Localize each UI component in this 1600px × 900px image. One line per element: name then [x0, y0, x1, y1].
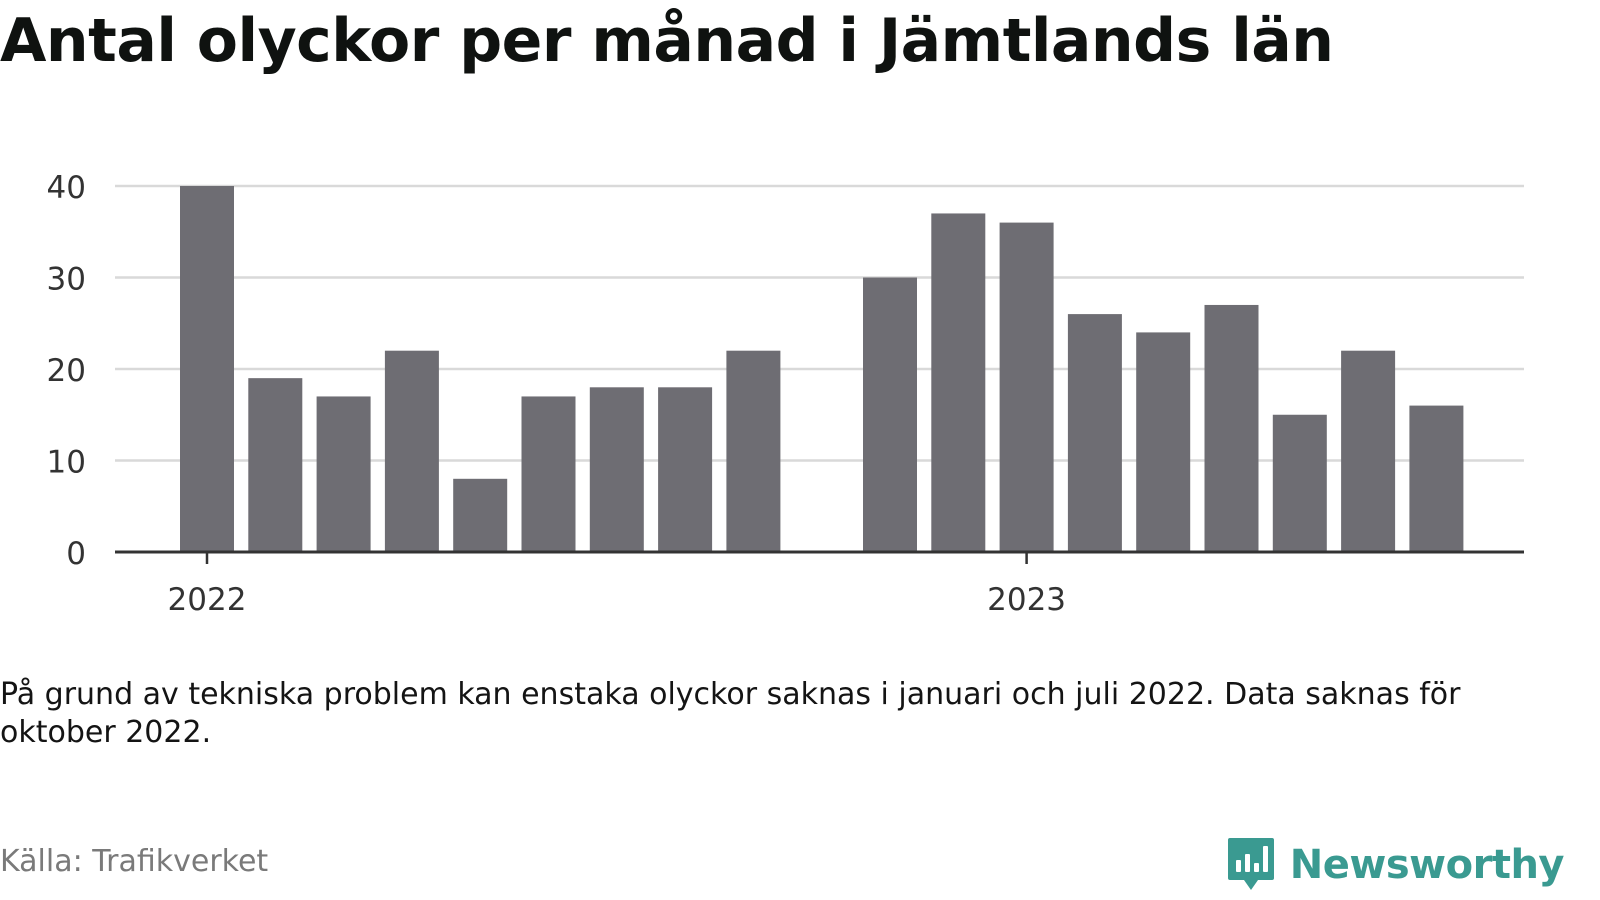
x-tick-label: 2022	[168, 582, 247, 618]
y-tick-label: 20	[47, 353, 86, 389]
bar	[180, 186, 234, 552]
bar	[453, 478, 508, 552]
bar	[726, 350, 781, 552]
bar	[863, 277, 917, 552]
bar-chart: 0 10 20 30 40 2022 2023	[47, 170, 1524, 618]
bar	[658, 387, 713, 552]
y-tick-label: 10	[47, 445, 86, 481]
bar	[999, 222, 1054, 552]
bar	[248, 378, 303, 552]
x-axis-ticks: 2022 2023	[168, 552, 1066, 618]
footnote: På grund av tekniska problem kan enstaka…	[0, 677, 1461, 750]
brand-name: Newsworthy	[1289, 842, 1565, 888]
y-tick-label: 40	[47, 170, 86, 206]
bar	[931, 213, 986, 552]
chart-title: Antal olyckor per månad i Jämtlands län	[0, 6, 1334, 76]
x-tick-label: 2023	[987, 582, 1066, 618]
bar	[1136, 332, 1191, 552]
bar	[1409, 405, 1464, 552]
bar	[521, 396, 576, 552]
brand-logo: Newsworthy	[1226, 836, 1565, 894]
bar	[1204, 304, 1259, 552]
y-tick-label: 30	[47, 262, 86, 298]
y-axis-ticks: 0 10 20 30 40	[47, 170, 86, 572]
bar	[1341, 350, 1396, 552]
bar	[1272, 414, 1327, 552]
bar	[1067, 314, 1122, 552]
newsworthy-chart-icon	[1227, 838, 1274, 890]
bar	[384, 350, 439, 552]
source-text: Källa: Trafikverket	[0, 844, 269, 879]
y-tick-label: 0	[66, 536, 86, 572]
bar	[589, 387, 644, 552]
bars	[180, 186, 1464, 552]
bar	[316, 396, 371, 552]
